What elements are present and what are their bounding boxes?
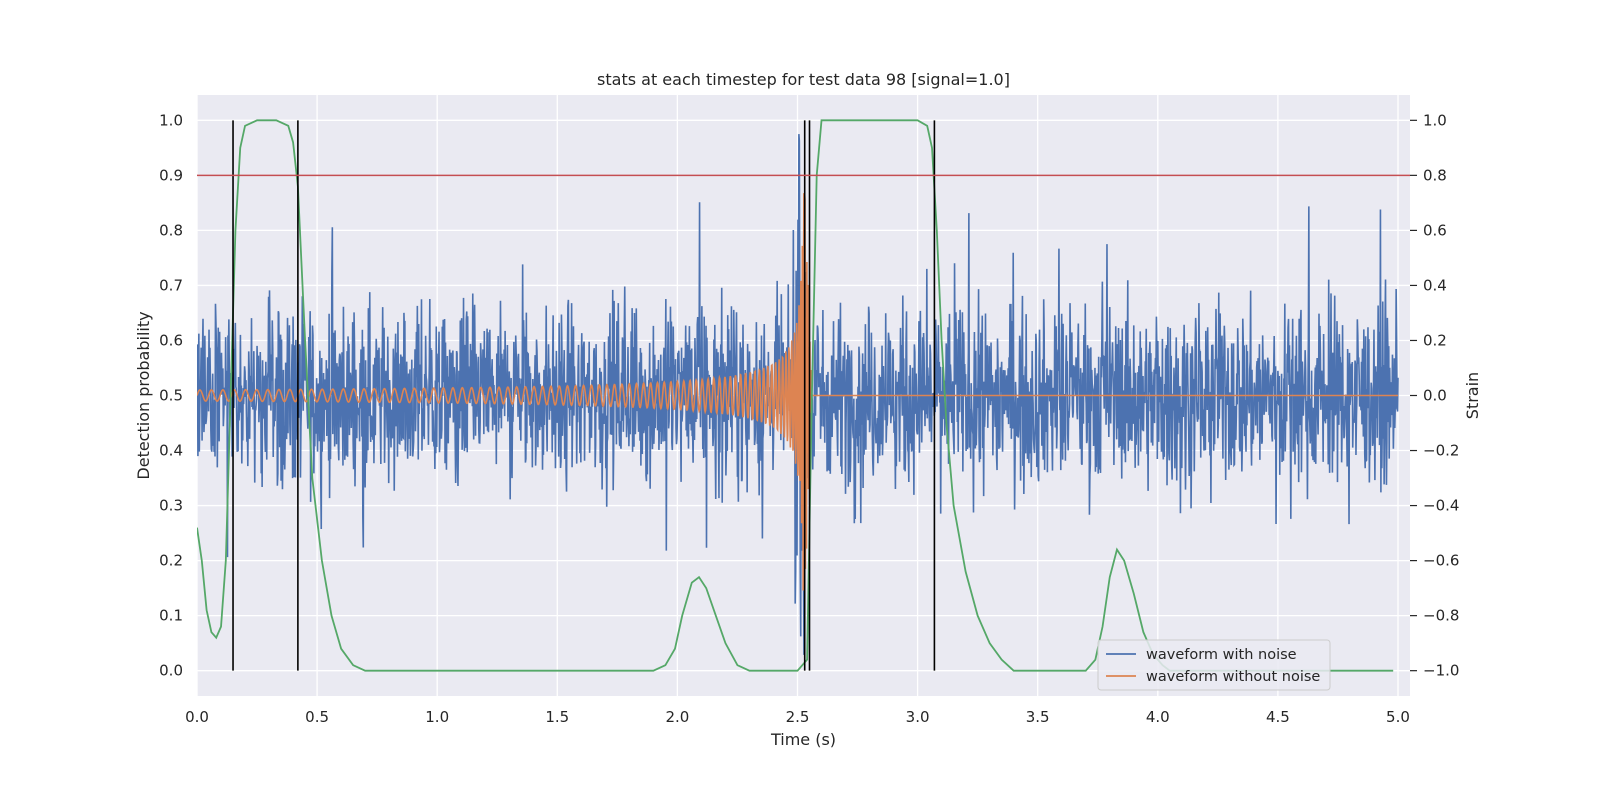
y-right-tick-label: 0.0 (1423, 387, 1447, 405)
y-right-tick-label: −0.2 (1423, 442, 1459, 460)
y-right-tick-label: −0.4 (1423, 497, 1459, 515)
y-right-tick-label: 0.4 (1423, 276, 1447, 294)
y-axis-left-label: Detection probability (134, 311, 153, 479)
y-left-tick-label: 0.0 (159, 662, 183, 680)
x-tick-label: 1.5 (545, 708, 569, 726)
y-left-tick-label: 0.7 (159, 276, 183, 294)
x-tick-label: 3.5 (1026, 708, 1050, 726)
y-axis-right-label: Strain (1463, 372, 1482, 419)
y-left-tick-label: 0.5 (159, 387, 183, 405)
x-axis-label: Time (s) (770, 730, 836, 749)
legend: waveform with noise waveform without noi… (1097, 639, 1331, 691)
x-tick-label: 3.0 (906, 708, 930, 726)
y-axis-left: 0.0 0.1 0.2 0.3 0.4 0.5 0.6 0.7 0.8 0.9 1.0 (159, 111, 183, 679)
x-tick-label: 2.0 (665, 708, 689, 726)
y-left-tick-label: 0.4 (159, 442, 183, 460)
y-left-tick-label: 0.2 (159, 552, 183, 570)
x-tick-label: 0.0 (185, 708, 209, 726)
y-left-tick-label: 0.9 (159, 166, 183, 184)
series-waveform-without-noise (197, 193, 1398, 591)
x-axis: 0.0 0.5 1.0 1.5 2.0 2.5 3.0 3.5 4.0 4.5 5.0 (185, 708, 1410, 726)
x-tick-label: 5.0 (1386, 708, 1410, 726)
chart-title: stats at each timestep for test data 98 … (597, 70, 1010, 89)
y-left-tick-label: 0.3 (159, 497, 183, 515)
y-right-tick-label: −0.8 (1423, 607, 1459, 625)
event-markers (232, 120, 936, 671)
x-tick-label: 4.5 (1266, 708, 1290, 726)
y-left-tick-label: 1.0 (159, 111, 183, 129)
y-right-tick-label: 0.2 (1423, 331, 1447, 349)
y-right-tick-label: 0.8 (1423, 166, 1447, 184)
y-right-tick-label: −1.0 (1423, 662, 1459, 680)
plot-content (197, 119, 1410, 672)
series-detection-probability (197, 119, 1394, 672)
legend-label-clean: waveform without noise (1146, 669, 1320, 685)
y-left-tick-label: 0.1 (159, 607, 183, 625)
y-right-tick-label: 1.0 (1423, 111, 1447, 129)
x-tick-label: 1.0 (425, 708, 449, 726)
y-right-tick-label: 0.6 (1423, 221, 1447, 239)
y-left-tick-label: 0.6 (159, 331, 183, 349)
x-tick-label: 4.0 (1146, 708, 1170, 726)
legend-box (1097, 639, 1331, 691)
legend-label-noise: waveform with noise (1146, 647, 1297, 663)
x-tick-label: 2.5 (786, 708, 810, 726)
y-right-tick-label: −0.6 (1423, 552, 1459, 570)
y-left-tick-label: 0.8 (159, 221, 183, 239)
y-axis-right: −1.0 −0.8 −0.6 −0.4 −0.2 0.0 0.2 0.4 0.6 0.8 1.0 (1410, 111, 1459, 680)
x-tick-label: 0.5 (305, 708, 329, 726)
